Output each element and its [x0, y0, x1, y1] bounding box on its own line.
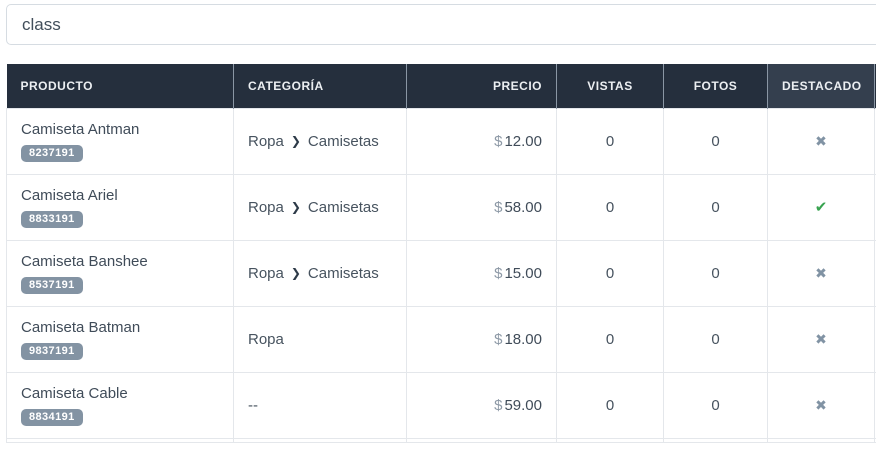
fotos-value: 0 [663, 173, 768, 241]
chevron-right-icon: ❯ [290, 199, 301, 214]
category-empty: -- [248, 396, 258, 414]
fotos-value: 0 [663, 239, 768, 307]
vistas-value: 0 [556, 239, 664, 307]
x-icon[interactable]: ✖ [815, 133, 827, 150]
vistas-value: 0 [556, 371, 664, 439]
column-header-fotos[interactable]: FOTOS [663, 64, 768, 108]
price-amount: 18.00 [504, 330, 542, 348]
fotos-value: 0 [663, 305, 768, 373]
vistas-value: 0 [556, 305, 664, 373]
product-id-badge: 9837191 [21, 342, 83, 360]
category-parent: Ropa [248, 132, 284, 150]
product-name: Camiseta Banshee [21, 252, 148, 270]
product-name: Camiseta Ariel [21, 186, 118, 204]
category-child: Camisetas [307, 264, 379, 282]
product-id-badge: 8833191 [21, 210, 83, 228]
category-parent: Ropa [248, 198, 284, 216]
category-parent: Ropa [248, 264, 284, 282]
product-id-badge: 8537191 [21, 276, 83, 294]
products-table: PRODUCTO CATEGORÍA PRECIO VISTAS FOTOS D… [6, 64, 876, 443]
table-row: Camiseta Banshee 8537191 Ropa ❯ Camisetas … [6, 239, 876, 307]
category-parent: Ropa [248, 330, 284, 348]
x-icon[interactable]: ✖ [815, 397, 827, 414]
currency-symbol: $ [494, 132, 503, 150]
price-amount: 12.00 [504, 132, 542, 150]
product-name: Camiseta Antman [21, 120, 140, 138]
x-icon[interactable]: ✖ [815, 331, 827, 348]
currency-symbol: $ [494, 330, 503, 348]
column-header-producto[interactable]: PRODUCTO [6, 64, 234, 108]
category-child: Camisetas [307, 198, 379, 216]
currency-symbol: $ [494, 264, 503, 282]
column-header-categoria[interactable]: CATEGORÍA [233, 64, 407, 108]
table-row: Camiseta Ariel 8833191 Ropa ❯ Camisetas $5… [6, 173, 876, 241]
column-header-precio[interactable]: PRECIO [406, 64, 557, 108]
column-header-stub [874, 64, 876, 108]
currency-symbol: $ [494, 198, 503, 216]
table-row: Camiseta Cable 8834191 -- $59.00 0 0 ✖ [6, 371, 876, 439]
product-id-badge: 8834191 [21, 408, 83, 426]
table-row: Camiseta Batman 9837191 Ropa $18.00 0 0 … [6, 305, 876, 373]
currency-symbol: $ [494, 396, 503, 414]
vistas-value: 0 [556, 107, 664, 175]
search-input[interactable] [6, 4, 876, 45]
product-id-badge: 8237191 [21, 144, 83, 162]
vistas-value: 0 [556, 173, 664, 241]
price-amount: 59.00 [504, 396, 542, 414]
column-header-vistas[interactable]: VISTAS [556, 64, 664, 108]
fotos-value: 0 [663, 107, 768, 175]
x-icon[interactable]: ✖ [815, 265, 827, 282]
product-name: Camiseta Cable [21, 384, 128, 402]
fotos-value: 0 [663, 371, 768, 439]
table-header-row: PRODUCTO CATEGORÍA PRECIO VISTAS FOTOS D… [6, 64, 876, 108]
chevron-right-icon: ❯ [290, 265, 301, 280]
price-amount: 58.00 [504, 198, 542, 216]
category-child: Camisetas [307, 132, 379, 150]
check-icon[interactable]: ✔ [814, 198, 828, 216]
column-header-destacado[interactable]: DESTACADO [767, 64, 875, 108]
chevron-right-icon: ❯ [290, 133, 301, 148]
table-row-partial [6, 437, 876, 443]
product-name: Camiseta Batman [21, 318, 141, 336]
table-row: Camiseta Antman 8237191 Ropa ❯ Camisetas $… [6, 107, 876, 175]
price-amount: 15.00 [504, 264, 542, 282]
